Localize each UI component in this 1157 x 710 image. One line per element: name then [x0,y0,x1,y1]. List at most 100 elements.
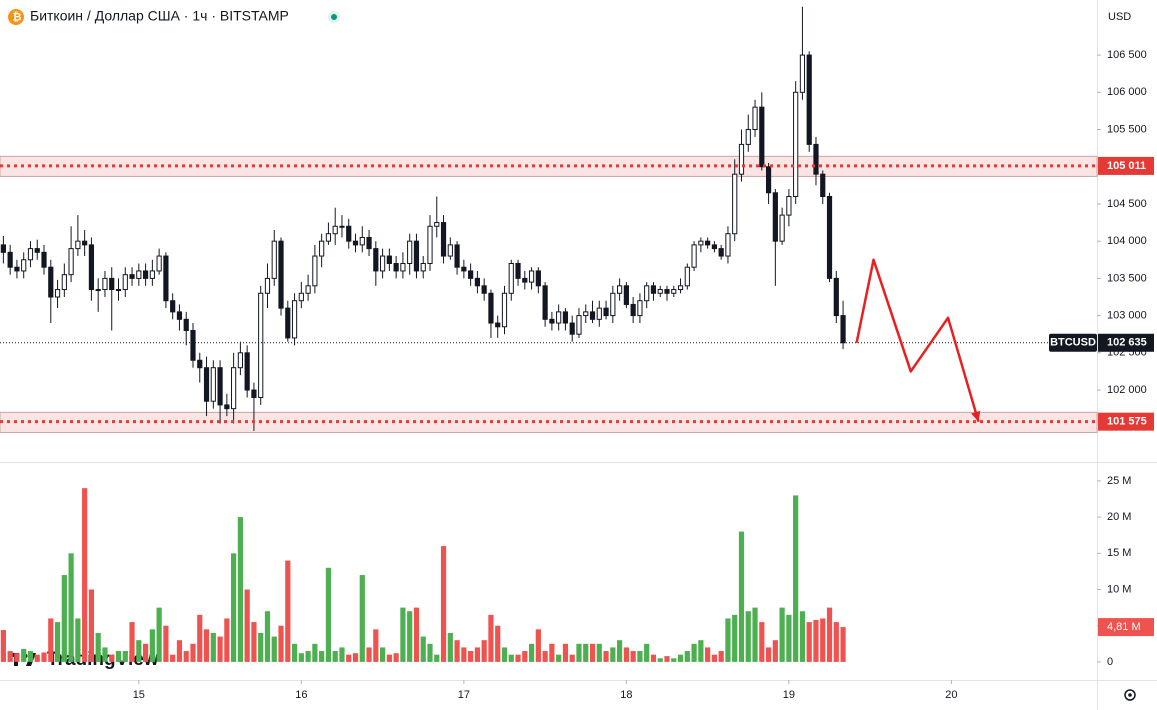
volume-bar [285,560,291,662]
volume-bar [569,654,575,662]
candle-body [556,311,562,324]
candle-body [393,262,399,272]
candle-body [535,270,541,287]
volume-bar [664,656,670,662]
volume-bar [806,622,812,662]
volume-bar [732,614,738,662]
projection-arrowhead [971,410,981,422]
candle-body [576,315,582,335]
candle-body [136,270,142,279]
volume-bar [718,651,724,662]
candle-body [711,244,718,250]
candle-body [718,248,724,257]
x-tick-label: 15 [133,689,145,701]
volume-bar [508,654,514,662]
candle-body [346,225,352,242]
volume-bar [156,607,162,662]
volume-bar [231,553,237,662]
volume-bar [623,647,629,662]
x-tick-label: 18 [620,689,632,701]
candle-body [75,240,81,250]
volume-bar [705,647,711,662]
volume-bar [7,651,13,662]
volume-bar [501,647,508,662]
candle-body [95,289,101,292]
y-tick-label: 102 000 [1107,384,1147,396]
candle-body [684,266,690,287]
projection [855,258,980,423]
volume-bar [122,651,128,662]
volume-bar [474,647,480,662]
volume-bar [447,632,453,662]
volume-bar [820,618,826,662]
candle-body [271,240,277,279]
volume-bar [793,495,799,662]
volume-bar [488,614,494,662]
candle-body [461,266,467,272]
candle-body [244,352,250,391]
candle-body [400,262,406,272]
volume-bar [779,607,785,662]
candle-body [190,329,196,361]
candle-body [82,240,88,246]
candle-body [589,311,596,320]
candle-body [650,285,657,294]
volume-bar [711,654,718,662]
y-tick-label: 103 500 [1107,272,1147,284]
candle-body [826,196,833,279]
volume-bar [95,632,101,662]
candle-body [373,248,379,272]
candle-body [495,322,501,328]
last-price-label-bg [1098,333,1154,352]
volume-bar [27,651,34,662]
level-label: 105 011 [1107,160,1146,172]
candle-body [833,277,839,317]
volume-bar [305,651,311,662]
volume-bar [291,643,298,662]
candle-body [522,277,528,283]
volume-bar [41,652,47,662]
candle-body [176,311,183,320]
candle-body [14,266,20,272]
volume-bar [217,636,223,662]
volume-bar [102,647,108,662]
volume-bar [650,654,657,662]
volume-bar [698,640,704,662]
candle-body [732,173,738,235]
candle-body [379,255,386,272]
volume-bar [759,622,765,662]
volume-bar [840,627,846,662]
volume-bar [61,575,67,662]
candle-body [813,143,819,175]
candle-body [122,274,128,291]
candle-body [549,318,555,324]
status-dot [331,14,337,20]
volume-bar [833,622,839,662]
settings-icon[interactable] [1124,689,1136,701]
candle-body [305,285,311,294]
volume-bar [637,651,643,662]
last-price-label: 102 635 [1107,337,1147,349]
settings-icon-center [1128,693,1132,697]
volume-bar [515,654,521,662]
candle-body [224,404,230,410]
candle-body [332,225,338,235]
volume-bar [163,625,169,662]
candle-body [54,289,61,298]
volume-bar [610,647,616,662]
volume-bar [34,654,40,662]
volume-bar [738,531,745,662]
candle-body [434,222,440,227]
candle-body [617,285,623,294]
volume-bar [440,546,447,662]
y-tick-label: 104 000 [1107,235,1147,247]
volume-bar [352,653,359,662]
candle-body [752,106,758,131]
candle-body [765,166,772,194]
currency[interactable]: USD [1108,11,1131,23]
volume-bar [319,651,325,662]
x-tick-label: 17 [458,689,470,701]
volume-bar [596,643,602,662]
volume-bar [813,619,819,662]
